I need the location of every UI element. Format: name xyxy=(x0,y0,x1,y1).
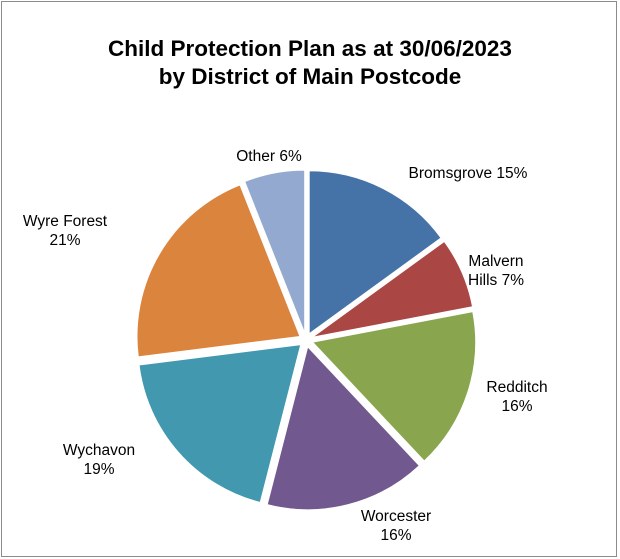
pie-slice-redditch xyxy=(311,311,477,462)
pie-slice-worcester xyxy=(266,345,421,511)
pie-slice-malvern-hills xyxy=(312,240,474,338)
slice-label-wyre-forest: Wyre Forest 21% xyxy=(23,213,108,249)
slice-label-other: Other 6% xyxy=(236,148,302,165)
pie-slice-wychavon xyxy=(138,344,302,504)
slice-label-line: Malvern xyxy=(468,253,523,270)
chart-title-line-2: by District of Main Postcode xyxy=(158,64,462,89)
pie-slice-other xyxy=(244,169,306,334)
slice-label-bromsgrove: Bromsgrove 15% xyxy=(409,165,528,182)
slice-label-redditch: Redditch 16% xyxy=(486,379,547,415)
pie-slice-bromsgrove xyxy=(308,170,442,335)
pie-slice-wyre-forest xyxy=(136,184,301,358)
slice-label-line: 21% xyxy=(49,232,80,249)
slice-label-worcester: Worcester 16% xyxy=(361,508,431,544)
slice-label-line: Worcester xyxy=(361,508,431,525)
pie-labels: Bromsgrove 15% Malvern Hills 7% Redditch 16%… xyxy=(23,148,548,544)
chart-title-line-1: Child Protection Plan as at 30/06/2023 xyxy=(108,36,512,61)
slice-label-line: Wyre Forest xyxy=(23,213,108,230)
slice-label-wychavon: Wychavon 19% xyxy=(63,442,135,478)
slice-label-line: 16% xyxy=(380,527,411,544)
slice-label-malvern-hills: Malvern Hills 7% xyxy=(468,253,524,289)
slice-label-line: Hills 7% xyxy=(468,272,524,289)
slice-label-line: Redditch xyxy=(486,379,547,396)
slice-label-line: 16% xyxy=(501,398,532,415)
slice-label-line: 19% xyxy=(83,461,114,478)
slice-label-line: Other 6% xyxy=(236,148,302,165)
slice-label-line: Wychavon xyxy=(63,442,135,459)
pie-slices xyxy=(136,169,477,511)
slice-label-line: Bromsgrove 15% xyxy=(409,165,528,182)
chart-title: Child Protection Plan as at 30/06/2023 b… xyxy=(2,35,618,91)
